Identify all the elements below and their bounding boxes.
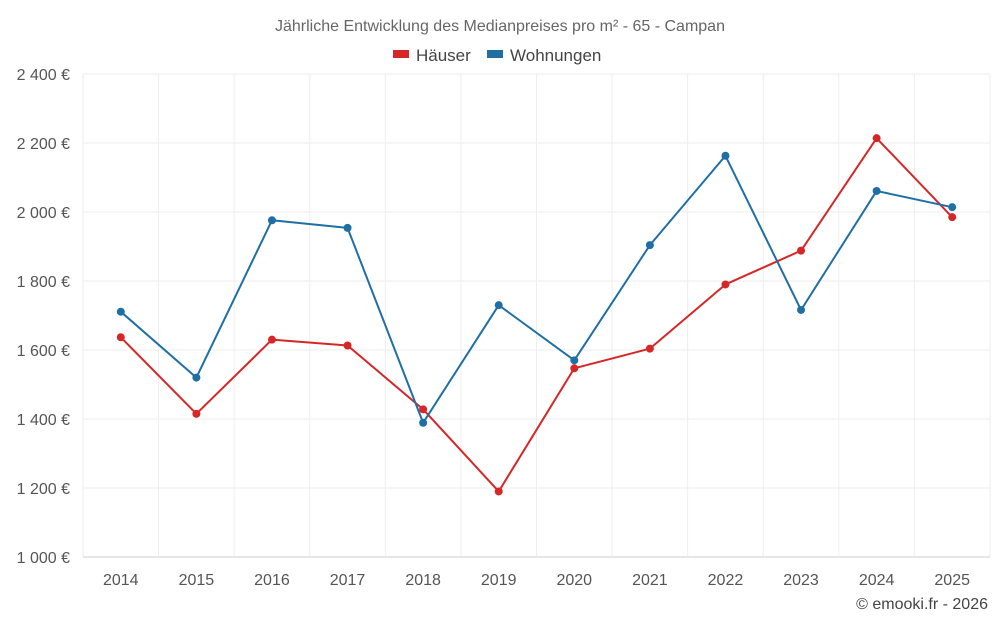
x-tick-label: 2021: [632, 572, 668, 589]
data-point-haeuser-2023[interactable]: [797, 246, 806, 255]
x-tick-label: 2016: [254, 572, 290, 589]
grid: [82, 73, 991, 558]
y-tick-label: 2 000 €: [17, 205, 70, 222]
y-tick-label: 1 200 €: [17, 481, 70, 498]
x-tick-label: 2014: [103, 572, 139, 589]
x-tick-label: 2015: [179, 572, 215, 589]
data-point-wohnungen-2019[interactable]: [494, 301, 503, 310]
x-tick-label: 2023: [783, 572, 819, 589]
legend: Häuser Wohnungen: [393, 46, 601, 65]
data-point-haeuser-2020[interactable]: [570, 364, 579, 373]
y-tick-label: 1 600 €: [17, 343, 70, 360]
data-point-haeuser-2014[interactable]: [116, 333, 125, 342]
series-line-wohnungen: [120, 154, 953, 424]
data-point-haeuser-2017[interactable]: [343, 341, 352, 350]
data-point-wohnungen-2021[interactable]: [645, 241, 654, 250]
data-point-wohnungen-2018[interactable]: [419, 418, 428, 427]
legend-label-haeuser[interactable]: Häuser: [416, 46, 471, 65]
credit-text: © emooki.fr - 2026: [856, 596, 988, 613]
data-point-haeuser-2024[interactable]: [872, 134, 881, 143]
series: [116, 134, 957, 496]
y-tick-label: 2 400 €: [17, 67, 70, 84]
data-point-haeuser-2016[interactable]: [267, 335, 276, 344]
data-point-haeuser-2015[interactable]: [192, 409, 201, 418]
x-tick-label: 2022: [708, 572, 744, 589]
data-point-wohnungen-2023[interactable]: [797, 305, 806, 314]
x-tick-label: 2019: [481, 572, 517, 589]
y-tick-label: 2 200 €: [17, 136, 70, 153]
x-tick-label: 2017: [330, 572, 366, 589]
x-tick-label: 2024: [859, 572, 895, 589]
series-wohnungen: [116, 151, 957, 427]
data-point-wohnungen-2015[interactable]: [192, 373, 201, 382]
series-line-haeuser: [120, 137, 953, 493]
chart-title: Jährliche Entwicklung des Medianpreises …: [275, 18, 725, 35]
data-point-wohnungen-2017[interactable]: [343, 223, 352, 232]
data-point-wohnungen-2016[interactable]: [267, 216, 276, 225]
legend-label-wohnungen[interactable]: Wohnungen: [510, 46, 601, 65]
y-tick-label: 1 800 €: [17, 274, 70, 291]
x-tick-label: 2025: [934, 572, 970, 589]
y-axis-ticks: 1 000 € 1 200 € 1 400 € 1 600 € 1 800 € 2 000…: [17, 67, 70, 567]
data-point-haeuser-2022[interactable]: [721, 280, 730, 289]
data-point-wohnungen-2024[interactable]: [872, 186, 881, 195]
legend-swatch-haeuser: [393, 50, 409, 58]
x-tick-label: 2018: [405, 572, 441, 589]
legend-swatch-wohnungen: [487, 50, 503, 58]
data-point-wohnungen-2020[interactable]: [570, 356, 579, 365]
y-tick-label: 1 000 €: [17, 550, 70, 567]
series-haeuser: [116, 134, 957, 496]
data-point-haeuser-2019[interactable]: [494, 487, 503, 496]
x-tick-label: 2020: [556, 572, 592, 589]
y-tick-label: 1 400 €: [17, 412, 70, 429]
x-axis-ticks: 2014 2015 2016 2017 2018 2019 2020 2021 2022 2023…: [103, 572, 970, 589]
data-point-wohnungen-2025[interactable]: [948, 203, 957, 212]
data-point-wohnungen-2014[interactable]: [116, 307, 125, 316]
data-point-haeuser-2025[interactable]: [948, 213, 957, 222]
data-point-haeuser-2018[interactable]: [419, 405, 428, 414]
data-point-wohnungen-2022[interactable]: [721, 151, 730, 160]
data-point-haeuser-2021[interactable]: [645, 344, 654, 353]
